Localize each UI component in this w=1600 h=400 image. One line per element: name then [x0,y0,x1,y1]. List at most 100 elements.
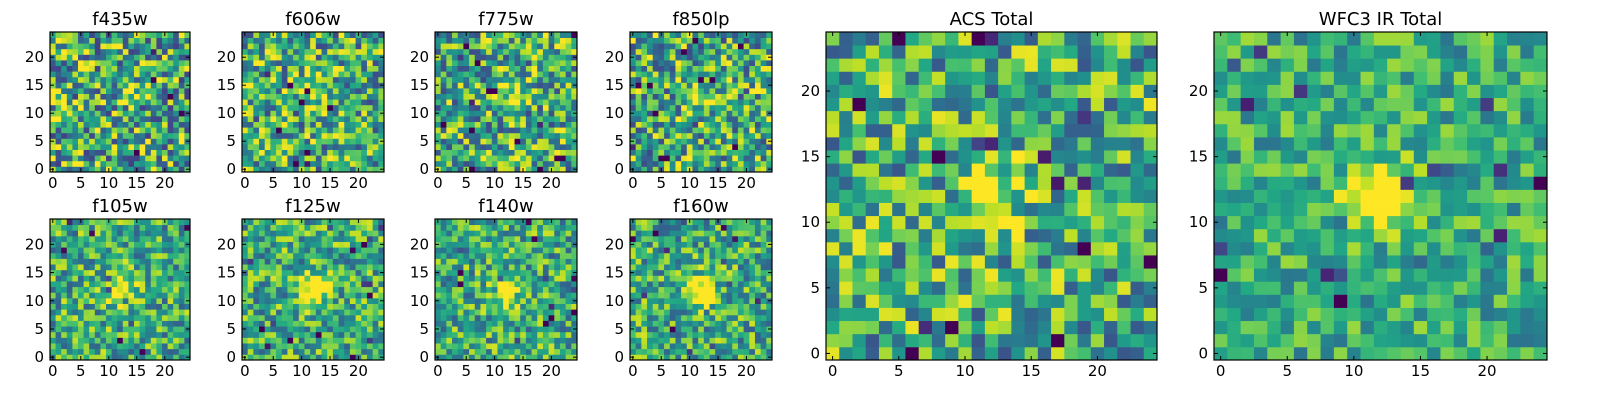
heatmap-cell [145,144,152,150]
heatmap-cell [681,286,688,293]
heatmap-cell [117,247,124,254]
heatmap-cell [122,337,129,344]
heatmap-cell [652,326,659,333]
heatmap-cell [766,76,773,83]
heatmap-cell [647,71,654,78]
heatmap-cell [355,93,362,100]
heatmap-cell [361,65,368,72]
heatmap-cell [150,303,157,310]
heatmap-cell [327,241,334,248]
heatmap-cell [452,93,459,100]
heatmap-cell [554,286,561,293]
heatmap-cell [520,326,527,333]
heatmap-cell [366,219,374,226]
heatmap-cell [253,331,260,338]
heatmap-cell [338,144,345,150]
heatmap-cell [94,116,101,122]
heatmap-cell [287,82,294,89]
heatmap-cell [743,348,750,355]
heatmap-cell [89,269,96,276]
heatmap-cell [247,155,254,162]
heatmap-cell [715,314,722,321]
heatmap-cell [452,343,459,350]
heatmap-cell [134,281,140,288]
heatmap-cell [94,127,101,134]
heatmap-cell [641,309,648,316]
heatmap-cell [156,48,163,55]
heatmap-cell [726,354,733,361]
heatmap-cell [78,93,84,100]
heatmap-cell [658,303,665,310]
heatmap-cell [122,309,129,316]
heatmap-cell [737,116,744,122]
heatmap-cell [726,43,733,50]
heatmap-cell [361,348,368,355]
heatmap-cell [709,116,716,122]
heatmap-cell [469,155,476,162]
heatmap-cell [525,65,532,72]
heatmap-cell [548,252,555,259]
heatmap-cell [264,224,271,231]
heatmap-cell [675,155,682,162]
heatmap-cell [480,303,487,310]
heatmap-cell [100,48,107,55]
heatmap-cell [675,127,682,134]
heatmap-cell [737,71,744,78]
heatmap-cell [715,303,722,310]
heatmap-cell [304,54,311,61]
heatmap-cell [726,99,733,106]
heatmap-cell [737,104,744,111]
heatmap-cell [61,37,68,44]
heatmap-cell [310,99,317,106]
heatmap-cell [737,54,744,61]
heatmap-cell [321,48,328,55]
heatmap-cell [83,247,90,254]
heatmap-cell [559,60,567,66]
heatmap-cell [128,71,135,78]
heatmap-cell [355,292,362,299]
heatmap-cell [686,60,693,66]
heatmap-cell [117,127,124,134]
heatmap-cell [184,348,191,355]
heatmap-cell [361,104,368,111]
heatmap-cell [720,144,727,150]
heatmap-cell [253,326,260,333]
heatmap-cell [287,241,294,248]
heatmap-cell [508,230,515,237]
heatmap-cell [253,82,260,89]
heatmap-cell [686,110,693,117]
heatmap-cell [349,241,356,248]
heatmap-cell [508,144,515,150]
heatmap-cell [298,93,305,100]
heatmap-cell [715,110,722,117]
heatmap-cell [145,43,152,50]
heatmap-cell [162,121,168,128]
y-tick-label: 20 [605,48,624,66]
heatmap-cell [703,65,710,72]
heatmap-cell [457,99,464,106]
heatmap-cell [50,281,56,288]
heatmap-cell [378,48,385,55]
heatmap-cell [100,160,107,167]
heatmap-cell [139,138,146,145]
heatmap-cell [737,149,744,156]
heatmap-cell [298,337,305,344]
heatmap-cell [150,292,157,299]
heatmap-cell [542,88,549,94]
heatmap-cell [732,166,739,173]
heatmap-cell [117,297,124,304]
heatmap-cell [440,71,447,78]
heatmap-cell [327,343,334,350]
heatmap-cell [480,166,487,173]
heatmap-cell [480,104,487,111]
heatmap-cell [709,160,716,167]
heatmap-cell [253,149,260,156]
heatmap-cell [542,348,549,355]
heatmap-cell [122,166,129,173]
heatmap-cell [321,93,328,100]
heatmap-cell [298,71,305,78]
heatmap-cell [531,241,538,248]
heatmap-cell [766,93,773,100]
heatmap-cell [327,269,334,276]
heatmap-cell [117,132,124,139]
